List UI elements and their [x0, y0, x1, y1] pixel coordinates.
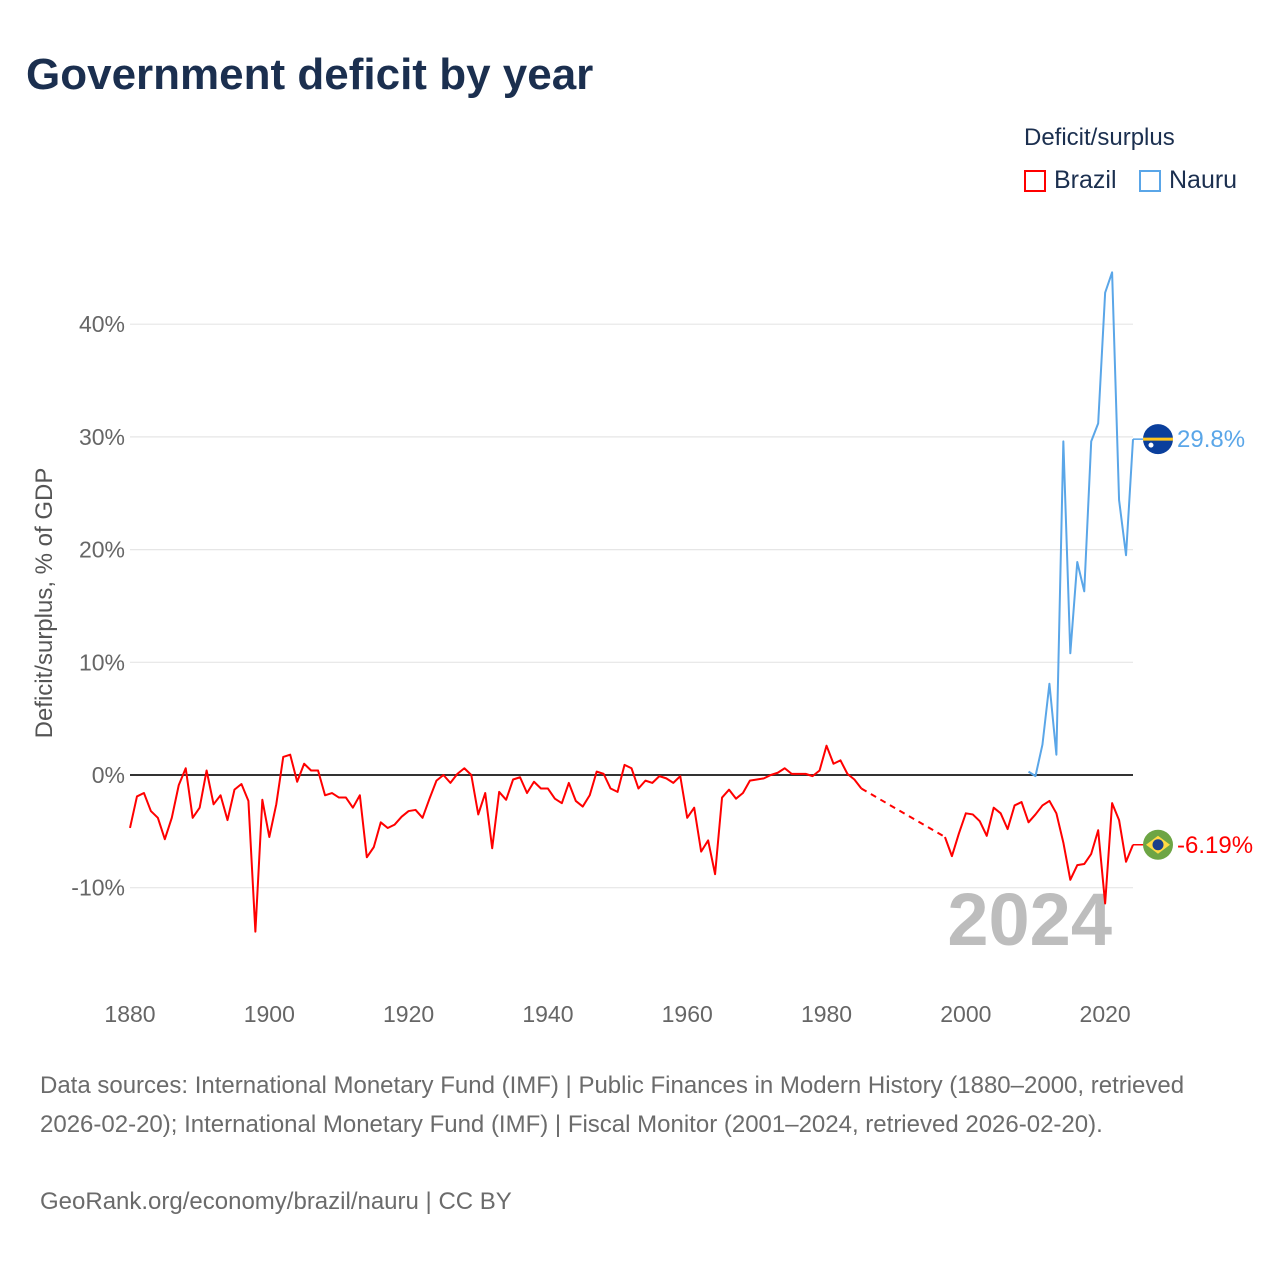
x-tick-label: 1960: [662, 1001, 713, 1027]
y-tick-label: 10%: [79, 649, 125, 675]
x-tick-label: 1940: [522, 1001, 573, 1027]
end-value-label-nauru: 29.8%: [1177, 426, 1245, 453]
legend-item-nauru[interactable]: Nauru: [1139, 166, 1237, 195]
y-tick-label: 40%: [79, 311, 125, 337]
x-tick-label: 1920: [383, 1001, 434, 1027]
x-tick-label: 2000: [940, 1001, 991, 1027]
end-value-label-brazil: -6.19%: [1177, 832, 1253, 859]
x-tick-label: 1900: [244, 1001, 295, 1027]
brazil-flag-icon: [1143, 829, 1173, 860]
credit-link[interactable]: GeoRank.org/economy/brazil/nauru | CC BY: [40, 1188, 512, 1215]
x-tick-label: 1880: [104, 1001, 155, 1027]
legend-item-brazil[interactable]: Brazil: [1024, 166, 1117, 195]
data-sources: Data sources: International Monetary Fun…: [40, 1072, 1185, 1138]
chart-title: Government deficit by year: [26, 50, 594, 99]
series-line-nauru: [1027, 271, 1134, 778]
legend-label-brazil: Brazil: [1054, 166, 1117, 194]
legend-label-nauru: Nauru: [1169, 166, 1238, 194]
x-tick-label: 2020: [1080, 1001, 1131, 1027]
y-tick-label: -10%: [71, 875, 125, 901]
y-tick-label: 30%: [79, 424, 125, 450]
legend-swatch-brazil: [1024, 169, 1046, 192]
legend-title: Deficit/surplus: [1024, 124, 1175, 151]
y-axis-label: Deficit/surplus, % of GDP: [31, 468, 58, 739]
series-gap-brazil: [860, 787, 946, 838]
x-tick-label: 1980: [801, 1001, 852, 1027]
legend-swatch-nauru: [1139, 169, 1161, 192]
nauru-flag-icon: [1143, 424, 1173, 455]
current-year-label: 2024: [947, 878, 1112, 961]
y-tick-label: 20%: [79, 537, 125, 563]
series-line-brazil: [943, 799, 1134, 905]
y-tick-label: 0%: [92, 762, 125, 788]
series-line-brazil: [129, 744, 863, 933]
